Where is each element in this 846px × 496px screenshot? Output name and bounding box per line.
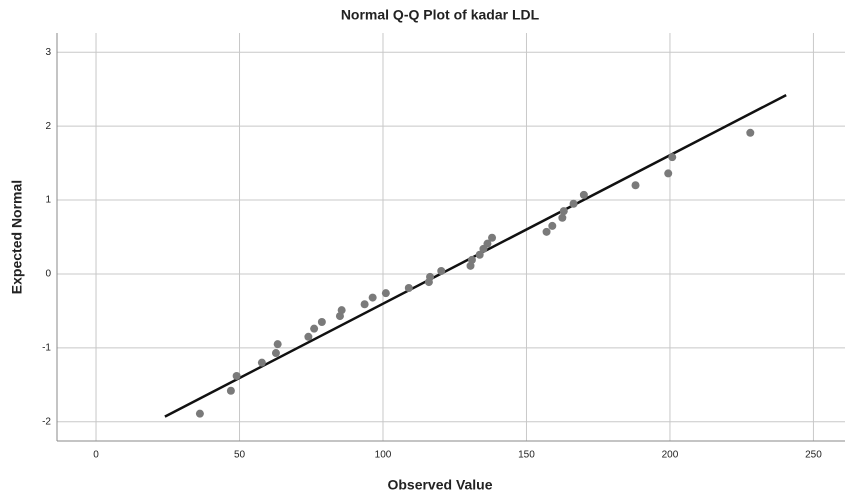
point <box>631 181 640 190</box>
fit-line <box>164 93 787 418</box>
point <box>368 293 377 302</box>
x-tick-label: 100 <box>375 450 392 461</box>
plot-area <box>57 33 845 441</box>
point <box>558 213 567 222</box>
x-tick-label: 150 <box>518 450 535 461</box>
point <box>226 386 235 395</box>
y-axis-label: Expected Normal <box>9 180 25 294</box>
point <box>273 340 282 349</box>
point <box>337 306 346 315</box>
point <box>488 233 497 242</box>
point <box>467 255 476 264</box>
chart-title: Normal Q-Q Plot of kadar LDL <box>341 7 540 23</box>
x-tick-label: 250 <box>805 450 822 461</box>
point <box>569 199 578 208</box>
point <box>426 272 435 281</box>
point <box>304 332 313 341</box>
y-tick-label: 1 <box>45 195 51 206</box>
point <box>271 349 280 358</box>
point <box>664 169 673 178</box>
point <box>548 221 557 230</box>
point <box>437 267 446 275</box>
point <box>746 128 755 137</box>
y-tick-label: -1 <box>42 343 51 354</box>
x-tick-label: 0 <box>93 450 99 461</box>
point <box>542 227 551 236</box>
y-tick-label: 2 <box>45 121 51 132</box>
y-tick-label: 3 <box>45 47 51 58</box>
point <box>195 409 204 418</box>
point <box>257 358 266 367</box>
point <box>360 300 369 309</box>
point <box>668 153 677 162</box>
point <box>317 318 326 326</box>
point <box>483 239 492 248</box>
point <box>404 284 413 292</box>
point <box>579 190 588 199</box>
x-tick-label: 50 <box>234 450 246 461</box>
point <box>232 371 241 380</box>
point <box>559 207 568 216</box>
y-tick-label: 0 <box>45 269 51 280</box>
y-tick-label: -2 <box>42 416 51 427</box>
point <box>475 250 484 259</box>
x-tick-label: 200 <box>662 450 679 461</box>
x-axis-label: Observed Value <box>387 477 492 493</box>
point <box>310 324 319 333</box>
point <box>381 289 390 298</box>
